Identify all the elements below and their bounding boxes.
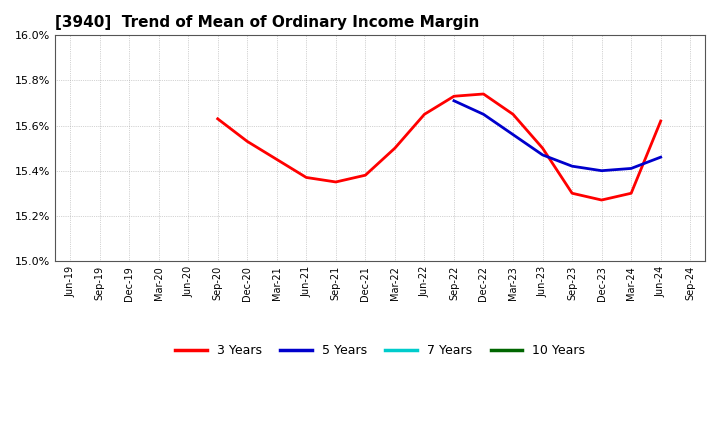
- 3 Years: [568, 191, 577, 196]
- 3 Years: [539, 146, 547, 151]
- 5 Years: [657, 154, 665, 160]
- 5 Years: [598, 168, 606, 173]
- Legend: 3 Years, 5 Years, 7 Years, 10 Years: 3 Years, 5 Years, 7 Years, 10 Years: [171, 339, 590, 363]
- 5 Years: [449, 98, 458, 103]
- 3 Years: [627, 191, 636, 196]
- 5 Years: [539, 152, 547, 158]
- 3 Years: [361, 172, 369, 178]
- 3 Years: [598, 198, 606, 203]
- 3 Years: [331, 180, 340, 185]
- Line: 5 Years: 5 Years: [454, 101, 661, 171]
- 3 Years: [243, 139, 251, 144]
- 5 Years: [627, 166, 636, 171]
- 3 Years: [272, 157, 281, 162]
- 5 Years: [480, 112, 488, 117]
- 5 Years: [509, 132, 518, 137]
- 3 Years: [390, 146, 399, 151]
- Text: [3940]  Trend of Mean of Ordinary Income Margin: [3940] Trend of Mean of Ordinary Income …: [55, 15, 480, 30]
- 3 Years: [420, 112, 428, 117]
- 3 Years: [657, 118, 665, 124]
- 3 Years: [213, 116, 222, 121]
- 5 Years: [568, 164, 577, 169]
- Line: 3 Years: 3 Years: [217, 94, 661, 200]
- 3 Years: [449, 94, 458, 99]
- 3 Years: [480, 92, 488, 97]
- 3 Years: [302, 175, 310, 180]
- 3 Years: [509, 112, 518, 117]
